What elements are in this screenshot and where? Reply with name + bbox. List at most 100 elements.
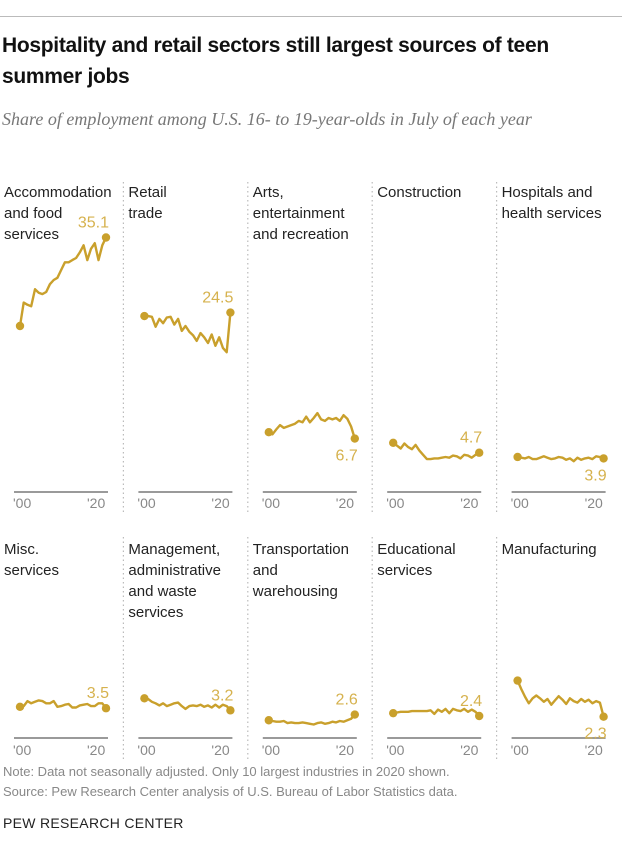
end-point: [475, 448, 484, 457]
series-line: [268, 713, 356, 726]
panel: Retail trade '00 '20 24.5: [122, 182, 235, 515]
panel-label: and waste: [128, 583, 196, 600]
panel: Misc. services '00 '20 3.5: [4, 541, 111, 758]
series-line: [18, 236, 108, 327]
x-tick-label: '00: [137, 495, 155, 511]
start-point: [389, 708, 398, 718]
end-value-label: 24.5: [202, 290, 233, 307]
end-point: [475, 711, 484, 721]
chart-subtitle: Share of employment among U.S. 16- to 19…: [2, 109, 532, 129]
start-point: [140, 694, 149, 703]
panel-label: Manufacturing: [502, 541, 597, 558]
chart-source: Source: Pew Research Center analysis of …: [3, 784, 458, 799]
panel-label: trade: [128, 205, 162, 222]
chart-title: Hospitality and retail sectors still lar…: [2, 34, 549, 88]
panel-label: Retail: [128, 184, 166, 201]
x-tick-label: '20: [460, 495, 478, 511]
end-value-label: 35.1: [78, 214, 109, 231]
end-value-label: 3.2: [211, 687, 233, 704]
x-tick-label: '00: [13, 495, 31, 511]
x-tick-label: '00: [262, 495, 280, 511]
panel-label: and recreation: [253, 226, 349, 243]
panel-label: services: [4, 226, 59, 243]
x-tick-label: '20: [460, 742, 478, 758]
end-point: [226, 308, 235, 317]
end-value-label: 4.7: [460, 430, 482, 447]
panel-label: Arts,: [253, 184, 284, 201]
x-tick-label: '00: [511, 495, 529, 511]
panel-label: services: [128, 604, 183, 621]
series-line: [516, 680, 605, 718]
end-value-label: 2.6: [336, 692, 358, 709]
panel-label: Construction: [377, 184, 461, 201]
end-point: [350, 710, 359, 719]
x-tick-label: '20: [336, 495, 354, 511]
series-line: [392, 441, 480, 461]
panel-label: Management,: [128, 541, 220, 558]
panel-label: services: [377, 562, 432, 579]
panel: Construction '00 '20 4.7: [371, 182, 484, 515]
x-tick-label: '20: [87, 742, 105, 758]
x-tick-label: '00: [511, 742, 529, 758]
panel-label: warehousing: [252, 583, 338, 600]
start-point: [389, 438, 398, 448]
panel: Manufacturing '00 '202.3: [496, 537, 608, 762]
x-tick-label: '00: [262, 742, 280, 758]
top-rule: [0, 16, 622, 17]
panel-label: Educational: [377, 541, 455, 558]
x-tick-label: '20: [87, 495, 105, 511]
panel-label: Hospitals and: [502, 184, 593, 201]
chart-note: Note: Data not seasonally adjusted. Only…: [3, 764, 450, 779]
end-point: [226, 706, 235, 715]
end-point: [599, 454, 608, 463]
start-point: [264, 716, 273, 725]
x-tick-label: '20: [585, 495, 603, 511]
x-tick-label: '00: [386, 495, 404, 511]
panel-label: Misc.: [4, 541, 39, 558]
start-point: [513, 676, 522, 685]
panel-label: and food: [4, 205, 62, 222]
series-line: [144, 697, 232, 712]
end-value-label: 2.4: [460, 693, 482, 710]
panel: Management, administrative and waste servic…: [122, 537, 235, 762]
panel: Educational services '00 '20 2.4: [371, 537, 484, 762]
panel-label: Transportation: [253, 541, 349, 558]
x-tick-label: '20: [211, 495, 229, 511]
x-tick-label: '00: [137, 742, 155, 758]
x-tick-label: '00: [386, 742, 404, 758]
panel-label: health services: [502, 205, 602, 222]
panel: Hospitals and health services '00 '20 3.9: [496, 182, 608, 515]
end-point: [350, 434, 359, 443]
panel-label: entertainment: [253, 205, 346, 222]
start-point: [15, 702, 25, 712]
x-tick-label: '00: [13, 742, 31, 758]
start-point: [140, 311, 149, 321]
end-value-label: 6.7: [336, 448, 358, 465]
panel-label: Accommodation: [4, 184, 112, 201]
pew-logo-text: PEW RESEARCH CENTER: [3, 815, 184, 831]
end-value-label: 2.3: [584, 726, 606, 743]
series-line: [392, 707, 481, 717]
panel: Accommodation and food services '00 '20 35.1: [4, 184, 112, 511]
panel: Transportation and warehousing '00 '20 2.6: [247, 537, 359, 762]
end-value-label: 3.5: [87, 685, 109, 702]
end-point: [101, 704, 111, 713]
x-tick-label: '20: [585, 742, 603, 758]
series-line: [268, 411, 356, 439]
start-point: [513, 452, 522, 462]
x-tick-label: '20: [211, 742, 229, 758]
end-point: [101, 233, 111, 242]
x-tick-label: '20: [336, 742, 354, 758]
start-point: [264, 427, 273, 437]
series-line: [517, 455, 605, 463]
start-point: [15, 321, 25, 331]
end-point: [599, 712, 608, 721]
series-line: [19, 699, 107, 709]
end-value-label: 3.9: [584, 467, 606, 484]
panel: Arts, entertainment and recreation '00 '20 6.…: [247, 182, 359, 515]
panel-label: administrative: [128, 562, 221, 579]
panel-label: and: [253, 562, 278, 579]
series-line: [144, 312, 232, 354]
panel-label: services: [4, 562, 59, 579]
